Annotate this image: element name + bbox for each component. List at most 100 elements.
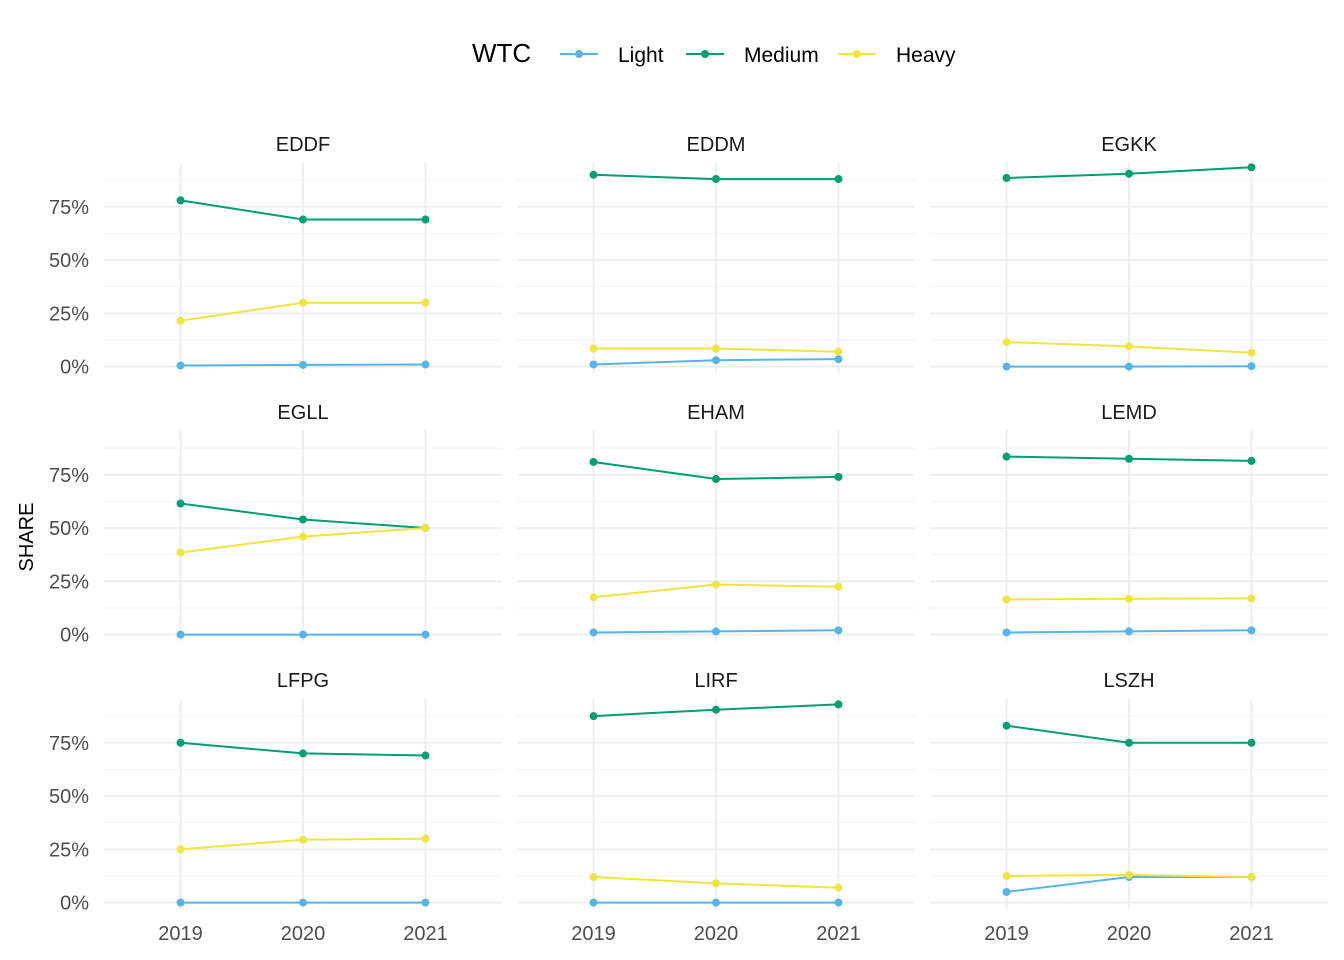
data-point (176, 738, 185, 747)
series-heavy (589, 580, 843, 602)
data-point (176, 548, 185, 557)
data-point (834, 626, 843, 635)
data-point (299, 215, 307, 224)
facet-panels: EDDF 0% 25% 50% 75% EDDM EGKK EGLL 0% 25% 50% 75% EH… (49, 134, 1328, 945)
series-medium (1002, 163, 1256, 182)
y-axis-label: SHARE (16, 503, 38, 572)
data-point (421, 834, 430, 843)
y-tick-label: 75% (49, 465, 89, 487)
series-heavy (176, 524, 430, 557)
data-point (589, 873, 598, 882)
legend: WTC Light Medium Heavy (472, 38, 956, 68)
data-point (299, 532, 307, 541)
data-point (1125, 627, 1133, 636)
data-point (1247, 873, 1256, 882)
x-tick-label: 2020 (281, 923, 326, 945)
legend-key-point (575, 50, 583, 58)
x-tick-label: 2019 (984, 923, 1029, 945)
series-heavy (1002, 338, 1256, 357)
data-point (1002, 721, 1011, 730)
data-point (712, 356, 720, 365)
data-point (1247, 163, 1256, 172)
data-point (1247, 348, 1256, 357)
data-point (834, 347, 843, 356)
data-point (712, 627, 720, 636)
y-tick-label: 50% (49, 518, 89, 540)
data-point (834, 472, 843, 481)
facet-panel-lfpg: LFPG 0% 25% 50% 75% 2019 2020 2021 (49, 670, 502, 945)
y-tick-label: 50% (49, 250, 89, 272)
x-tick-label: 2021 (403, 923, 448, 945)
series-light (1002, 626, 1256, 637)
facet-panel-eddf: EDDF 0% 25% 50% 75% (49, 134, 502, 379)
data-point (589, 712, 598, 721)
data-point (1247, 626, 1256, 635)
data-point (1002, 628, 1011, 637)
data-point (712, 344, 720, 353)
y-tick-label: 0% (60, 625, 89, 647)
x-tick-label: 2019 (571, 923, 616, 945)
data-point (299, 749, 307, 758)
data-point (712, 175, 720, 184)
data-point (589, 344, 598, 353)
data-point (421, 298, 430, 307)
data-point (589, 360, 598, 369)
data-point (176, 898, 185, 907)
data-point (589, 898, 598, 907)
data-point (1125, 454, 1133, 463)
series-light (589, 355, 843, 369)
series-medium (1002, 721, 1256, 747)
data-point (1247, 738, 1256, 747)
data-point (1247, 594, 1256, 603)
data-point (589, 628, 598, 637)
x-tick-label: 2021 (1229, 923, 1274, 945)
data-point (1125, 362, 1133, 371)
data-point (712, 898, 720, 907)
legend-key-point (701, 50, 709, 58)
data-point (176, 845, 185, 854)
legend-label: Heavy (896, 44, 956, 67)
y-tick-label: 75% (49, 733, 89, 755)
data-point (712, 580, 720, 589)
data-point (1125, 594, 1133, 603)
series-light (1002, 362, 1256, 371)
y-tick-label: 25% (49, 303, 89, 325)
series-heavy (589, 873, 843, 892)
y-tick-label: 25% (49, 839, 89, 861)
legend-entry-light: Light (560, 44, 664, 67)
series-medium (1002, 452, 1256, 465)
data-point (1125, 738, 1133, 747)
data-point (299, 515, 307, 524)
data-point (299, 630, 307, 639)
series-medium (589, 170, 843, 184)
data-point (712, 475, 720, 484)
series-heavy (1002, 870, 1256, 882)
data-point (1002, 887, 1011, 896)
series-light (176, 360, 430, 370)
panel-title: EGKK (1101, 134, 1157, 156)
data-point (1002, 871, 1011, 880)
data-point (421, 898, 430, 907)
data-point (712, 705, 720, 714)
data-point (1002, 362, 1011, 371)
facet-panel-eddm: EDDM (517, 134, 915, 373)
x-tick-label: 2021 (816, 923, 861, 945)
data-point (299, 835, 307, 844)
data-point (1247, 456, 1256, 465)
data-point (299, 298, 307, 307)
legend-title: WTC (472, 38, 531, 68)
legend-label: Light (618, 44, 664, 67)
x-tick-label: 2020 (1107, 923, 1152, 945)
data-point (1125, 870, 1133, 879)
facet-panel-egkk: EGKK (930, 134, 1328, 373)
data-point (1125, 342, 1133, 351)
data-point (712, 879, 720, 888)
facet-panel-lszh: LSZH 2019 2020 2021 (930, 670, 1328, 945)
data-point (421, 360, 430, 369)
data-point (421, 215, 430, 224)
data-point (299, 898, 307, 907)
y-tick-label: 50% (49, 786, 89, 808)
series-light (589, 898, 843, 907)
data-point (176, 499, 185, 508)
